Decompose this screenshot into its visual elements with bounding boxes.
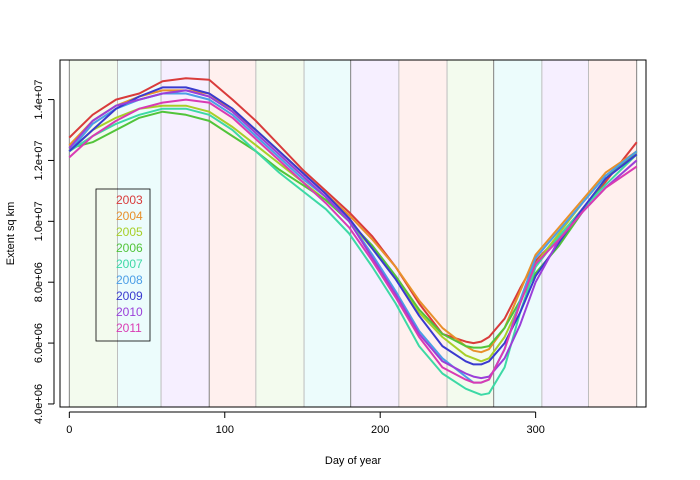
y-tick-label-2: 8.0e+06	[33, 262, 45, 302]
month-band-1	[69, 60, 118, 407]
legend: 2003 2004 2005 2006 2007 2008 2009 2010 2011	[95, 188, 151, 342]
month-band-9	[447, 60, 494, 407]
y-axis-title: Extent sq km	[5, 202, 17, 266]
y-axis: 4.0e+06 6.0e+06 8.0e+06 1.0e+07 1.2e+07 1.4e+…	[33, 80, 55, 424]
x-tick-label-200: 200	[371, 424, 389, 436]
legend-box	[95, 188, 151, 342]
x-axis: 0 100 200 300	[66, 411, 545, 436]
x-axis-title: Day of year	[325, 455, 382, 467]
legend-item-2007: 2007	[116, 257, 143, 271]
y-tick-label-3: 1.0e+07	[33, 201, 45, 241]
legend-item-2005: 2005	[116, 225, 143, 239]
legend-item-2010: 2010	[116, 305, 143, 319]
month-band-5	[255, 60, 305, 407]
y-tick-label-4: 1.2e+07	[33, 140, 45, 180]
series-line-2010	[68, 89, 638, 380]
y-tick-label-5: 1.4e+07	[33, 80, 45, 120]
series-lines	[68, 77, 638, 396]
series-line-2007	[68, 107, 638, 396]
series-line-2011	[68, 98, 638, 384]
y-tick-label-0: 4.0e+06	[33, 384, 45, 424]
month-band-10	[493, 60, 542, 407]
legend-item-2008: 2008	[116, 273, 143, 287]
series-line-2008	[68, 92, 638, 384]
legend-item-2006: 2006	[116, 241, 143, 255]
series-line-2009	[68, 86, 638, 366]
month-band-12	[588, 60, 637, 407]
month-band-6	[304, 60, 351, 407]
plot-frame	[59, 59, 647, 408]
series-line-2004	[68, 89, 638, 354]
x-tick-label-0: 0	[66, 424, 72, 436]
legend-item-2009: 2009	[116, 289, 143, 303]
x-tick-label-100: 100	[216, 424, 234, 436]
y-tick-label-1: 6.0e+06	[33, 323, 45, 363]
legend-item-2011: 2011	[116, 321, 142, 335]
x-tick-label-300: 300	[526, 424, 544, 436]
legend-item-2003: 2003	[116, 193, 143, 207]
legend-item-2004: 2004	[116, 209, 143, 223]
